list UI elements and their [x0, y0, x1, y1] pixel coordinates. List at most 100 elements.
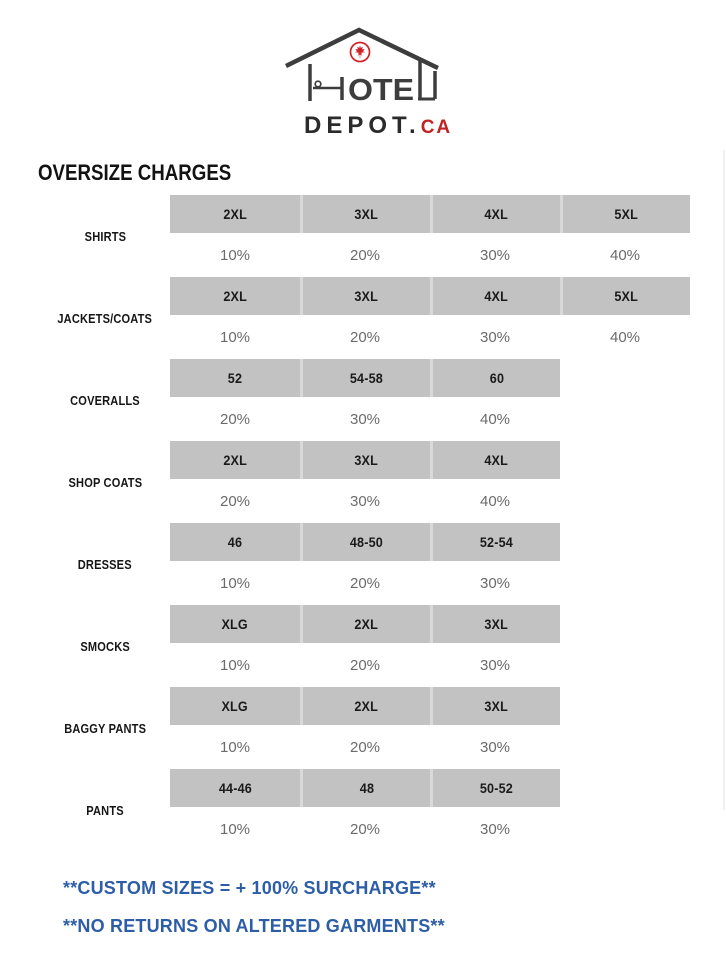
charge-row: 20% 30% 40% — [170, 397, 560, 441]
charge-cell: 30% — [479, 328, 511, 346]
row-label: PANTS — [86, 802, 124, 818]
size-cell: 2XL — [170, 441, 300, 479]
house-right-wall — [418, 61, 437, 101]
charge-row: 10% 20% 30% — [170, 561, 560, 605]
row-label: COVERALLS — [70, 392, 140, 408]
maple-leaf-icon — [354, 45, 366, 58]
charge-row: 10% 20% 30% 40% — [170, 233, 690, 277]
size-cell: 3XL — [430, 687, 560, 725]
table-row-shirts: SHIRTS 2XL 3XL 4XL 5XL 10% 20% 30% 40% — [40, 195, 690, 277]
charge-cell: 10% — [219, 656, 251, 674]
charge-cell: 40% — [609, 246, 641, 264]
charge-cell: 30% — [349, 492, 381, 510]
row-label: BAGGY PANTS — [64, 720, 146, 736]
size-header-bar: XLG 2XL 3XL — [170, 605, 560, 643]
size-cell: 5XL — [560, 277, 690, 315]
size-cell: 48-50 — [300, 523, 430, 561]
logo-depot-text: DEPOT. — [304, 112, 421, 139]
size-cell: 3XL — [300, 441, 430, 479]
table-row-coveralls: COVERALLS 52 54-58 60 20% 30% 40% — [40, 359, 690, 441]
table-row-shop-coats: SHOP COATS 2XL 3XL 4XL 20% 30% 40% — [40, 441, 690, 523]
size-cell: 2XL — [170, 277, 300, 315]
charge-cell: 20% — [219, 410, 251, 428]
charge-cell: 40% — [479, 410, 511, 428]
table-row-pants: PANTS 44-46 48 50-52 10% 20% 30% — [40, 769, 690, 851]
charge-row: 10% 20% 30% — [170, 725, 560, 769]
size-cell: 3XL — [300, 277, 430, 315]
charge-cell: 30% — [479, 574, 511, 592]
row-label: SHIRTS — [84, 228, 126, 244]
charge-cell: 30% — [349, 410, 381, 428]
size-header-bar: 46 48-50 52-54 — [170, 523, 560, 561]
hoteldepot-logo: OTE DEPOT.CA — [278, 24, 453, 140]
charge-cell: 10% — [219, 738, 251, 756]
charge-cell: 30% — [479, 246, 511, 264]
size-cell: XLG — [170, 687, 300, 725]
table-row-dresses: DRESSES 46 48-50 52-54 10% 20% 30% — [40, 523, 690, 605]
size-cell: 50-52 — [430, 769, 560, 807]
size-header-bar: 52 54-58 60 — [170, 359, 560, 397]
page-edge-line — [723, 150, 725, 810]
size-cell: 60 — [430, 359, 560, 397]
size-cell: 52-54 — [430, 523, 560, 561]
maple-leaf-circle — [349, 41, 371, 63]
charge-row: 10% 20% 30% — [170, 643, 560, 687]
size-header-bar: 44-46 48 50-52 — [170, 769, 560, 807]
charge-row: 10% 20% 30% 40% — [170, 315, 690, 359]
charge-cell: 20% — [349, 246, 381, 264]
size-cell: 52 — [170, 359, 300, 397]
charge-cell: 20% — [349, 574, 381, 592]
size-cell: 4XL — [430, 195, 560, 233]
size-cell: 5XL — [560, 195, 690, 233]
page-title: OVERSIZE CHARGES — [38, 160, 232, 185]
size-cell: 2XL — [300, 687, 430, 725]
charge-cell: 20% — [349, 656, 381, 674]
charge-cell: 30% — [479, 820, 511, 838]
charge-cell: 10% — [219, 574, 251, 592]
charge-cell: 40% — [479, 492, 511, 510]
row-label: JACKETS/COATS — [57, 310, 153, 326]
charge-cell: 10% — [219, 820, 251, 838]
size-cell: 4XL — [430, 441, 560, 479]
charge-cell: 10% — [219, 328, 251, 346]
size-header-bar: XLG 2XL 3XL — [170, 687, 560, 725]
size-header-bar: 2XL 3XL 4XL — [170, 441, 560, 479]
row-label: SMOCKS — [80, 638, 130, 654]
size-header-bar: 2XL 3XL 4XL 5XL — [170, 277, 690, 315]
charge-cell: 30% — [479, 738, 511, 756]
table-row-smocks: SMOCKS XLG 2XL 3XL 10% 20% 30% — [40, 605, 690, 687]
size-cell: 4XL — [430, 277, 560, 315]
charge-cell: 30% — [479, 656, 511, 674]
charge-cell: 20% — [349, 820, 381, 838]
logo-hotel-letters: OTE — [348, 72, 414, 104]
size-cell: 3XL — [300, 195, 430, 233]
size-cell: 46 — [170, 523, 300, 561]
charge-row: 10% 20% 30% — [170, 807, 560, 851]
size-cell: 2XL — [170, 195, 300, 233]
size-cell: XLG — [170, 605, 300, 643]
size-cell: 48 — [300, 769, 430, 807]
size-header-bar: 2XL 3XL 4XL 5XL — [170, 195, 690, 233]
logo-ca-text: CA — [420, 117, 453, 138]
logo-depot-line: DEPOT.CA — [278, 112, 453, 140]
table-row-baggy-pants: BAGGY PANTS XLG 2XL 3XL 10% 20% 30% — [40, 687, 690, 769]
charge-cell: 40% — [609, 328, 641, 346]
no-returns-note: **NO RETURNS ON ALTERED GARMENTS** — [63, 916, 445, 936]
charge-cell: 20% — [349, 738, 381, 756]
size-cell: 44-46 — [170, 769, 300, 807]
house-roof — [285, 27, 439, 71]
charge-cell: 10% — [219, 246, 251, 264]
charge-cell: 20% — [349, 328, 381, 346]
charge-row: 20% 30% 40% — [170, 479, 560, 523]
size-cell: 2XL — [300, 605, 430, 643]
size-cell: 54-58 — [300, 359, 430, 397]
size-cell: 3XL — [430, 605, 560, 643]
house-logo-graphic: OTE — [285, 27, 439, 104]
custom-sizes-note: **CUSTOM SIZES = + 100% SURCHARGE** — [63, 878, 436, 898]
table-row-jackets-coats: JACKETS/COATS 2XL 3XL 4XL 5XL 10% 20% 30… — [40, 277, 690, 359]
row-label: SHOP COATS — [68, 474, 142, 490]
oversize-charges-table: SHIRTS 2XL 3XL 4XL 5XL 10% 20% 30% 40% J… — [40, 195, 690, 851]
row-label: DRESSES — [77, 556, 133, 572]
bed-icon — [313, 77, 344, 100]
